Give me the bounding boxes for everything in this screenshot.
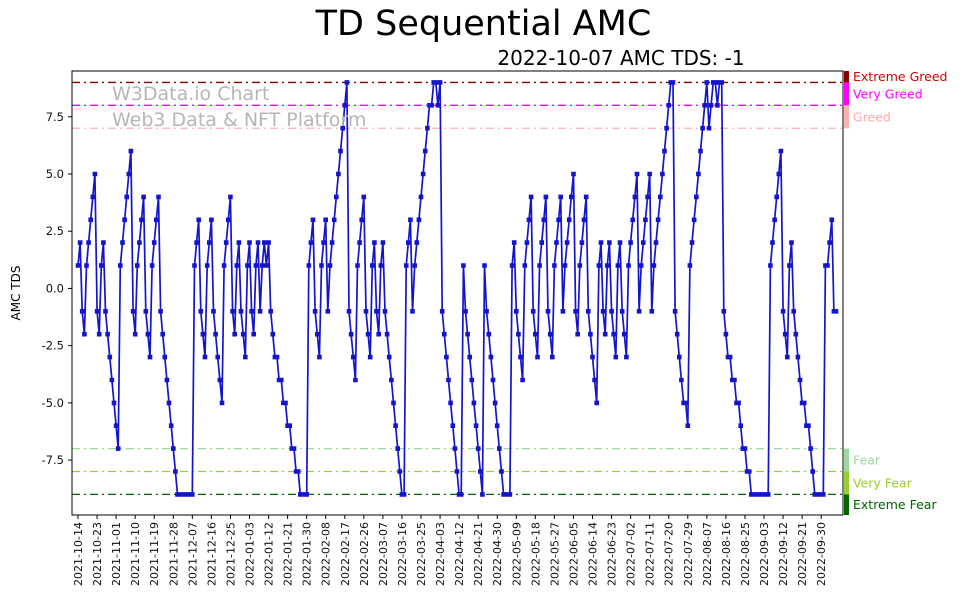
x-tick-label: 2022-04-21 [472, 522, 485, 586]
x-tick-label: 2021-12-25 [224, 522, 237, 586]
guide-band-fear [844, 448, 849, 472]
x-tick-label: 2022-02-08 [320, 522, 333, 586]
x-tick-label: 2022-02-26 [358, 522, 371, 586]
guide-label-very-fear: Very Fear [853, 475, 913, 490]
x-tick-label: 2022-05-09 [510, 522, 523, 586]
x-tick-label: 2022-08-25 [739, 522, 752, 586]
x-tick-label: 2022-04-03 [434, 522, 447, 586]
x-tick-label: 2021-10-23 [91, 522, 104, 586]
x-tick-label: 2022-09-21 [796, 522, 809, 586]
x-tick-label: 2022-09-12 [777, 522, 790, 586]
y-tick-label: -5.0 [42, 396, 64, 410]
x-tick-label: 2021-10-14 [72, 522, 85, 586]
data-line [77, 81, 836, 496]
y-axis-label: AMC TDS [9, 265, 23, 321]
x-tick-label: 2021-11-19 [148, 522, 161, 586]
x-tick-label: 2022-03-25 [415, 522, 428, 586]
x-tick-label: 2022-09-30 [815, 522, 828, 586]
x-tick-label: 2021-12-16 [205, 522, 218, 586]
y-tick-label: 0.0 [46, 281, 64, 295]
guide-band-extreme-greed [844, 71, 849, 83]
x-tick-label: 2022-06-14 [587, 522, 600, 586]
x-tick-label: 2022-01-12 [263, 522, 276, 586]
guide-band-very-greed [844, 82, 849, 106]
x-tick-label: 2022-03-16 [396, 522, 409, 586]
guide-label-extreme-greed: Extreme Greed [853, 69, 947, 84]
guide-label-greed: Greed [853, 109, 891, 124]
x-tick-label: 2022-06-23 [606, 522, 619, 586]
y-tick-label: 2.5 [46, 224, 64, 238]
x-tick-label: 2022-04-30 [491, 522, 504, 586]
guide-band-extreme-fear [844, 494, 849, 515]
chart-title: TD Sequential AMC [315, 4, 652, 44]
guide-label-extreme-fear: Extreme Fear [853, 497, 937, 512]
guide-band-very-fear [844, 471, 849, 495]
x-tick-label: 2022-03-07 [377, 522, 390, 586]
x-tick-label: 2021-11-28 [167, 522, 180, 586]
x-tick-label: 2022-06-05 [568, 522, 581, 586]
plot-frame [71, 70, 844, 516]
guide-band-greed [844, 105, 849, 129]
y-tick-label: -2.5 [42, 339, 64, 353]
x-tick-label: 2022-02-17 [339, 522, 352, 586]
x-tick-label: 2022-01-21 [282, 522, 295, 586]
x-tick-label: 2022-08-16 [720, 522, 733, 586]
guide-label-very-greed: Very Greed [853, 86, 923, 101]
x-tick-label: 2022-01-03 [244, 522, 257, 586]
x-tick-label: 2021-11-10 [129, 522, 142, 586]
x-tick-label: 2022-07-29 [682, 522, 695, 586]
x-tick-label: 2022-09-03 [758, 522, 771, 586]
x-tick-label: 2022-04-12 [453, 522, 466, 586]
x-tick-label: 2022-08-07 [701, 522, 714, 586]
x-tick-label: 2022-07-02 [625, 522, 638, 586]
x-tick-label: 2022-01-30 [301, 522, 314, 586]
y-tick-label: 7.5 [46, 110, 64, 124]
x-tick-label: 2022-05-18 [529, 522, 542, 586]
y-tick-label: 5.0 [46, 167, 64, 181]
x-tick-label: 2021-11-01 [110, 522, 123, 586]
x-tick-label: 2021-12-07 [186, 522, 199, 586]
y-tick-label: -7.5 [42, 453, 64, 467]
chart-subtitle: 2022-10-07 AMC TDS: -1 [497, 46, 745, 70]
x-tick-label: 2022-05-27 [548, 522, 561, 586]
x-tick-label: 2022-07-11 [644, 522, 657, 586]
guide-label-fear: Fear [853, 453, 881, 468]
x-tick-label: 2022-07-20 [663, 522, 676, 586]
